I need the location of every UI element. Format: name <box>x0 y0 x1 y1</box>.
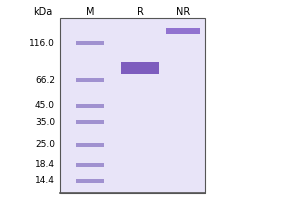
Bar <box>76 143 104 147</box>
Text: kDa: kDa <box>33 7 52 17</box>
Bar <box>76 120 104 124</box>
Text: M: M <box>86 7 94 17</box>
Text: 45.0: 45.0 <box>35 101 55 110</box>
Text: 35.0: 35.0 <box>35 118 55 127</box>
Text: 116.0: 116.0 <box>29 39 55 48</box>
Text: 66.2: 66.2 <box>35 76 55 85</box>
Bar <box>60 18 205 193</box>
Bar <box>76 179 104 183</box>
Bar <box>121 62 159 74</box>
Text: 25.0: 25.0 <box>35 140 55 149</box>
Bar <box>76 41 104 45</box>
Bar <box>76 163 104 167</box>
Bar <box>76 104 104 108</box>
Text: R: R <box>136 7 143 17</box>
Bar <box>76 78 104 82</box>
Text: NR: NR <box>176 7 190 17</box>
Text: 14.4: 14.4 <box>35 176 55 185</box>
Text: 18.4: 18.4 <box>35 160 55 169</box>
Bar <box>166 28 200 34</box>
